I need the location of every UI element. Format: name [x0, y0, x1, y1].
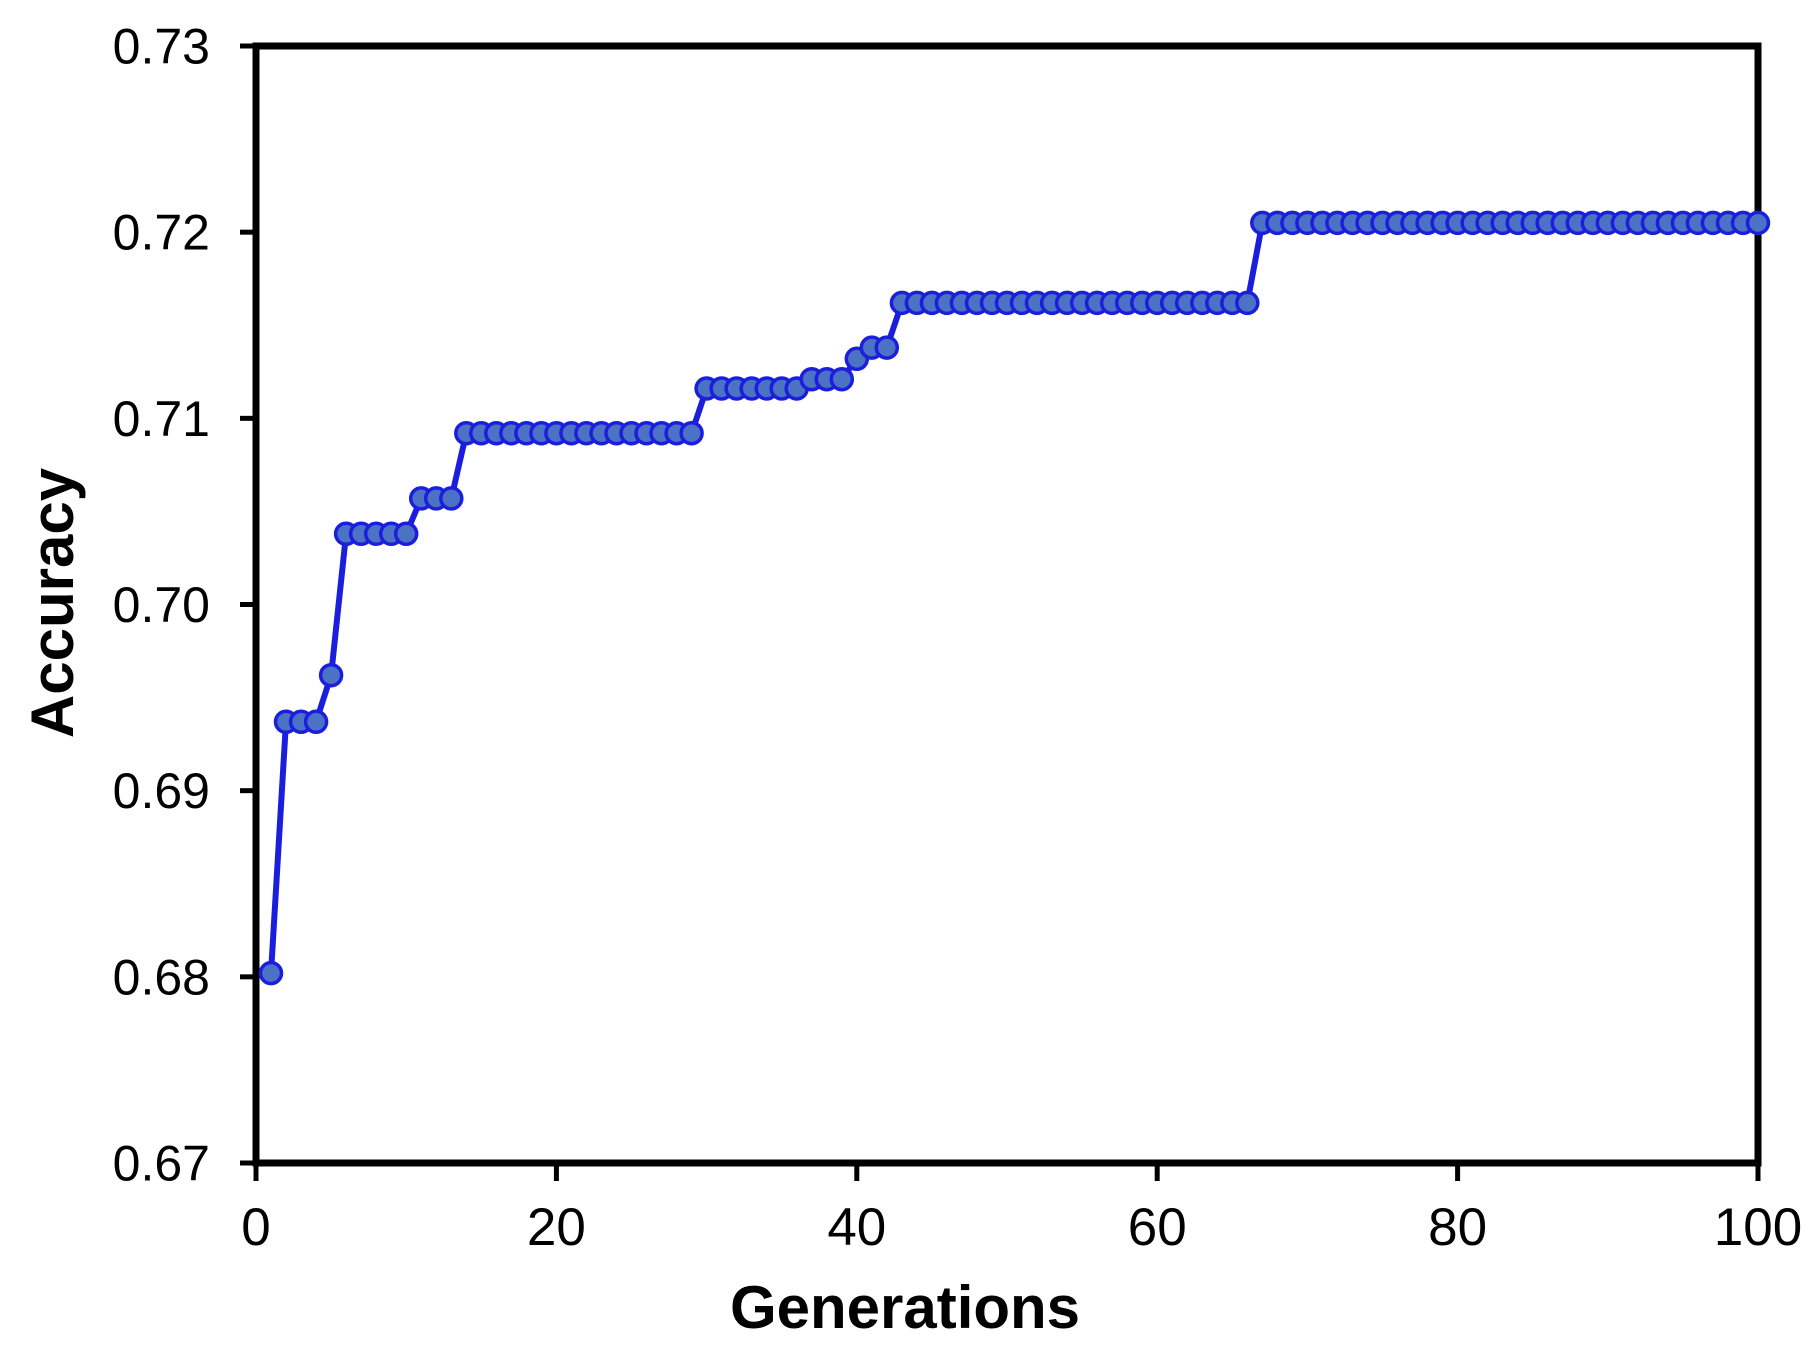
data-point-marker — [829, 366, 855, 392]
x-axis-tick-label: 20 — [527, 1198, 586, 1257]
data-point-marker — [439, 486, 464, 511]
data-point-marker — [318, 662, 344, 688]
data-point-marker — [1235, 290, 1260, 316]
data-point-marker — [303, 709, 329, 735]
x-axis-title: Generations — [730, 1274, 1080, 1341]
y-axis-tick-label: 0.72 — [113, 205, 210, 261]
y-axis-tick-label: 0.73 — [113, 19, 210, 75]
series-line — [268, 219, 1761, 977]
data-point-marker — [679, 420, 704, 446]
y-axis-tick-label: 0.71 — [113, 391, 210, 447]
data-point-marker — [874, 335, 900, 360]
data-point-marker — [1745, 210, 1771, 236]
data-point-marker — [258, 960, 284, 986]
data-point-marker — [393, 521, 419, 547]
y-axis-tick-label: 0.70 — [113, 577, 210, 633]
y-axis-tick-label: 0.69 — [113, 763, 210, 819]
x-axis-tick-label: 60 — [1128, 1198, 1187, 1257]
y-axis-tick-label: 0.68 — [113, 949, 210, 1005]
x-axis-tick-label: 80 — [1428, 1198, 1487, 1257]
x-axis-tick-label: 100 — [1714, 1198, 1802, 1257]
y-axis-tick-label: 0.67 — [113, 1136, 210, 1192]
x-axis-tick-label: 0 — [241, 1198, 270, 1257]
plot-area: 0.67 0.68 0.69 0.70 0.71 0.72 0.73 0 20 40 60 80 100 — [113, 19, 1803, 1258]
y-axis-title: Accuracy — [19, 467, 86, 738]
plot-border — [252, 42, 1762, 1167]
x-axis-tick-label: 40 — [827, 1198, 886, 1257]
